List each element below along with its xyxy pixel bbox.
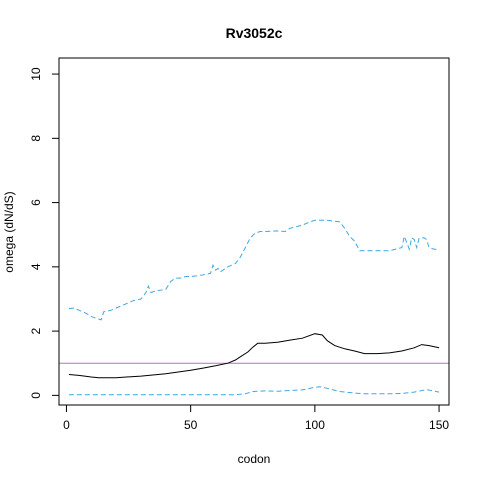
- y-tick-label: 2: [29, 327, 43, 334]
- y-tick-label: 10: [29, 67, 43, 81]
- series-line-1: [68, 386, 440, 396]
- y-axis-label: omega (dN/dS): [2, 191, 16, 272]
- x-axis-label: codon: [238, 452, 271, 466]
- y-tick-label: 6: [29, 199, 43, 206]
- x-tick-label: 0: [63, 418, 70, 432]
- x-tick-label: 50: [184, 418, 198, 432]
- axes: 0 50 100 150 0 2 4 6 8 10: [29, 67, 449, 432]
- plot-area: [59, 219, 449, 396]
- x-tick-label: 150: [429, 418, 449, 432]
- y-tick-label: 4: [29, 263, 43, 270]
- y-tick-label: 8: [29, 135, 43, 142]
- chart-title: Rv3052c: [226, 25, 283, 41]
- series-line-2: [68, 219, 440, 321]
- series-line-0: [68, 333, 440, 379]
- y-tick-label: 0: [29, 392, 43, 399]
- x-tick-label: 100: [305, 418, 325, 432]
